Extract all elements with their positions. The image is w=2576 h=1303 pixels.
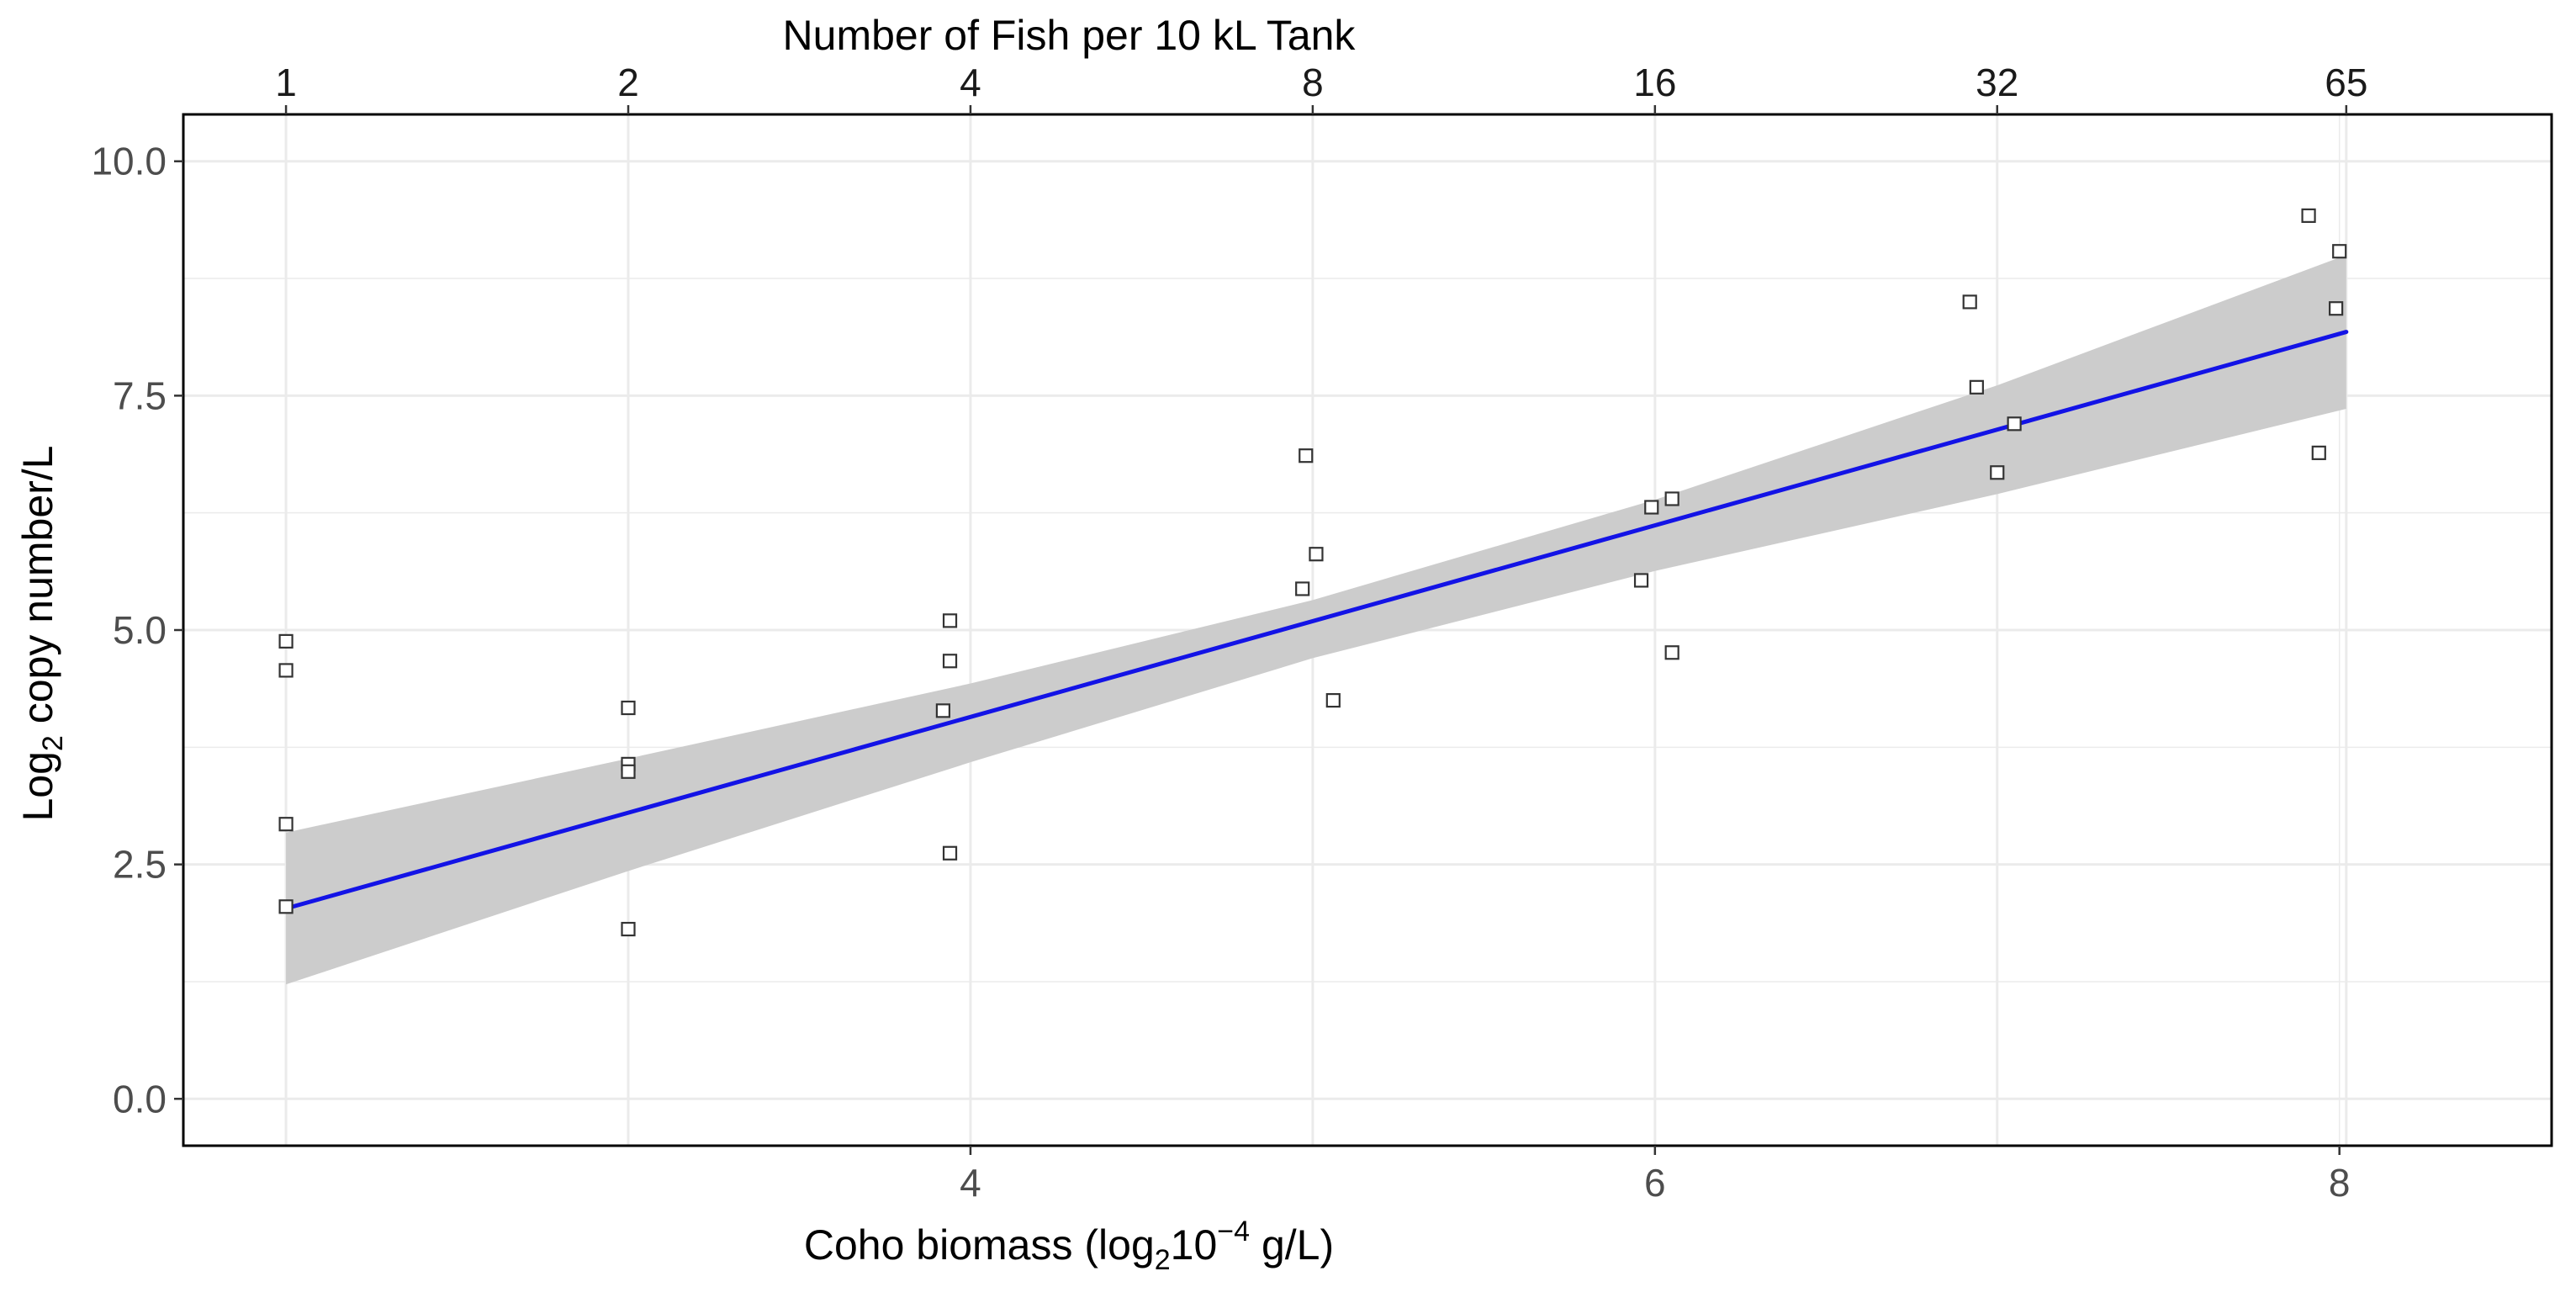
axis-ticks [174, 105, 2348, 1155]
data-point [621, 700, 636, 716]
data-point [2301, 208, 2316, 223]
data-point [1325, 692, 1341, 708]
data-point [1990, 465, 2005, 480]
y-axis-title: Log2 copy number/L [14, 446, 69, 822]
data-point [1962, 294, 1977, 310]
data-point [2332, 244, 2347, 259]
top-tick-label: 1 [275, 61, 297, 104]
y-tick-label: 10.0 [91, 140, 167, 183]
data-point [278, 817, 294, 832]
y-tick-label: 2.5 [113, 843, 167, 887]
y-tick-label: 5.0 [113, 608, 167, 652]
tick-labels: 0.0 2.5 5.0 7.5 10.0 4 6 8 1 2 4 8 16 32 65 [91, 61, 2367, 1205]
top-tick-label: 16 [1633, 61, 1676, 104]
grid [183, 114, 2552, 1146]
y-tick-label: 7.5 [113, 373, 167, 417]
data-point [1644, 500, 1659, 515]
data-point [935, 703, 950, 718]
data-point [2007, 416, 2022, 432]
data-point [1633, 573, 1649, 588]
data-point [278, 633, 294, 649]
x-tick-label: 8 [2329, 1161, 2351, 1205]
data-point [278, 663, 294, 678]
top-axis-title: Number of Fish per 10 kL Tank [783, 12, 1357, 59]
top-tick-label: 8 [1302, 61, 1324, 104]
data-point [621, 921, 636, 937]
regression-line [283, 330, 2349, 911]
data-point [942, 654, 958, 669]
data-point [1664, 645, 1679, 660]
top-tick-label: 32 [1976, 61, 2018, 104]
data-point [942, 845, 958, 861]
data-point [1969, 379, 1984, 395]
x-tick-label: 4 [960, 1161, 981, 1205]
data-point [2329, 301, 2344, 316]
data-point [2311, 445, 2326, 460]
x-tick-label: 6 [1644, 1161, 1666, 1205]
top-tick-label: 4 [960, 61, 981, 104]
data-point [278, 899, 294, 914]
data-point [942, 613, 958, 628]
top-tick-label: 2 [617, 61, 639, 104]
data-point [1309, 547, 1324, 562]
data-points [278, 208, 2347, 937]
data-point [1295, 581, 1310, 596]
top-tick-label: 65 [2325, 61, 2367, 104]
x-axis-title: Coho biomass (log210−4 g/L) [804, 1216, 1334, 1276]
data-point [1664, 491, 1679, 506]
data-point [621, 764, 636, 779]
data-point [1299, 448, 1314, 463]
y-tick-label: 0.0 [113, 1077, 167, 1120]
